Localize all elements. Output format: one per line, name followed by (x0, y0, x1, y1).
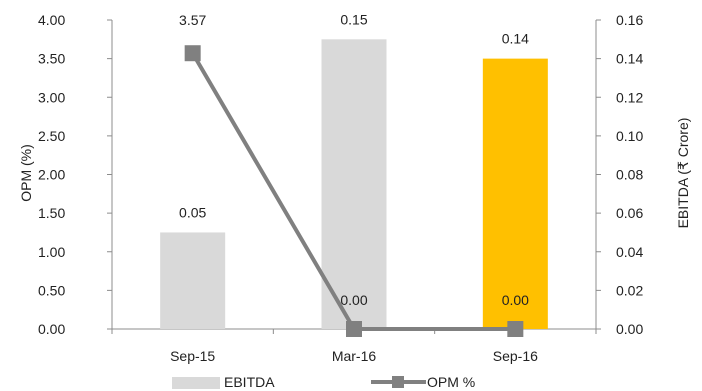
ebitda-data-label: 0.05 (179, 204, 206, 220)
legend-opm-marker (392, 376, 404, 388)
left-tick-label: 1.00 (38, 244, 65, 260)
left-tick-label: 3.50 (38, 51, 65, 67)
opm-marker (184, 45, 201, 62)
left-tick-label: 3.00 (38, 89, 65, 105)
data-labels: 0.05 0.15 0.14 3.57 0.00 0.00 (179, 11, 529, 308)
opm-data-label: 3.57 (179, 12, 206, 28)
left-tick-label: 4.00 (38, 12, 65, 28)
right-tick-label: 0.12 (616, 89, 643, 105)
ebitda-data-label: 0.14 (502, 31, 529, 47)
right-tick-label: 0.02 (616, 282, 643, 298)
opm-data-label: 0.00 (340, 292, 367, 308)
legend: EBITDA OPM % (172, 374, 475, 390)
x-tick-label: Sep-16 (493, 348, 538, 364)
opm-marker (346, 321, 362, 337)
left-axis-title: OPM (%) (18, 144, 34, 202)
x-tick-label: Mar-16 (332, 348, 377, 364)
ebitda-bars (160, 39, 548, 329)
opm-data-label: 0.00 (502, 292, 529, 308)
right-tick-label: 0.04 (616, 244, 643, 260)
left-tick-label: 2.00 (38, 167, 65, 183)
right-axis-title: EBITDA (₹ Crore) (675, 118, 691, 229)
legend-opm-label: OPM % (427, 374, 475, 390)
right-tick-label: 0.06 (616, 205, 643, 221)
legend-ebitda-swatch (172, 377, 220, 389)
legend-ebitda-label: EBITDA (224, 374, 275, 390)
left-tick-label: 1.50 (38, 205, 65, 221)
ebitda-bar (482, 58, 548, 329)
left-tick-label: 2.50 (38, 128, 65, 144)
ebitda-data-label: 0.15 (340, 11, 367, 27)
right-tick-label: 0.14 (616, 51, 643, 67)
ebitda-bar (321, 39, 387, 329)
right-tick-label: 0.08 (616, 167, 643, 183)
left-tick-label: 0.00 (38, 321, 65, 337)
ebitda-bar (160, 232, 226, 329)
opm-line (184, 45, 524, 337)
right-tick-label: 0.00 (616, 321, 643, 337)
right-tick-label: 0.16 (616, 12, 643, 28)
x-tick-label: Sep-15 (170, 348, 215, 364)
left-tick-label: 0.50 (38, 282, 65, 298)
left-y-axis: 0.00 0.50 1.00 1.50 2.00 2.50 3.00 3.50 4.00 (38, 12, 113, 337)
right-tick-label: 0.10 (616, 128, 643, 144)
right-y-axis: 0.00 0.02 0.04 0.06 0.08 0.10 0.12 0.14 0.16 (595, 12, 643, 337)
opm-marker (507, 321, 524, 337)
